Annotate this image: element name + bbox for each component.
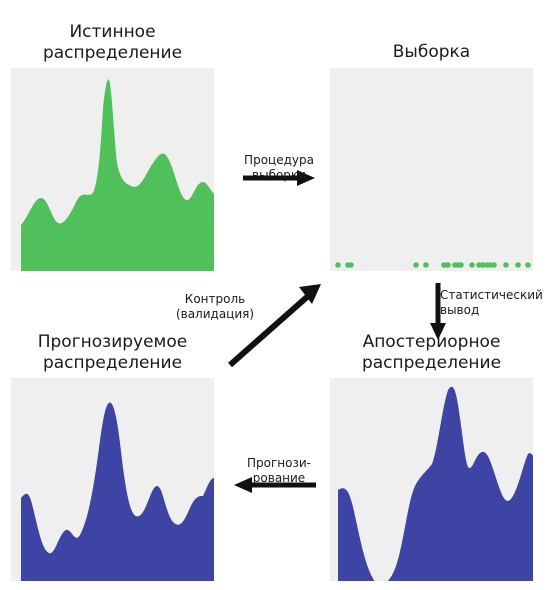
sample-dot	[487, 262, 493, 268]
posterior-dist-title: Апостериорное распределение	[361, 332, 502, 373]
true-dist-title: Истинное распределение	[42, 22, 183, 63]
sample-dot	[469, 262, 475, 268]
sample-panel	[330, 68, 533, 271]
predictive-dist-curve	[21, 402, 214, 581]
inference-label: Статистический вывод	[440, 288, 543, 317]
sample-dot	[348, 262, 354, 268]
true-dist-panel	[11, 68, 214, 271]
sample-dot	[413, 262, 419, 268]
sample-dot	[445, 262, 451, 268]
true-dist-area	[21, 79, 214, 271]
sample-dot	[491, 262, 497, 268]
sample-dot	[480, 262, 486, 268]
sample-dot	[525, 262, 531, 268]
sampling-label: Процедура выборки	[244, 153, 314, 182]
sample-dot	[476, 262, 482, 268]
prediction-label: Прогнози- рование	[247, 456, 311, 485]
posterior-dist-curve	[338, 386, 533, 581]
sample-dot	[335, 262, 341, 268]
predictive-dist-area	[21, 402, 214, 581]
predictive-dist-panel	[11, 378, 214, 581]
sample-dot	[503, 262, 509, 268]
sample-dot	[441, 262, 447, 268]
sample-dots	[335, 262, 531, 268]
validation-arrow	[228, 284, 321, 368]
sampling-arrow	[243, 170, 315, 186]
sample-dot	[515, 262, 521, 268]
sample-dot	[423, 262, 429, 268]
inference-arrow	[430, 283, 446, 340]
sample-dot	[458, 262, 464, 268]
validation-label: Контроль (валидация)	[175, 292, 255, 321]
posterior-dist-panel	[330, 378, 533, 581]
prediction-arrow	[234, 477, 316, 493]
true-dist-curve	[21, 79, 214, 271]
posterior-dist-area	[338, 386, 533, 581]
sample-title: Выборка	[392, 42, 471, 62]
predictive-dist-title: Прогнозируемое распределение	[37, 332, 188, 373]
